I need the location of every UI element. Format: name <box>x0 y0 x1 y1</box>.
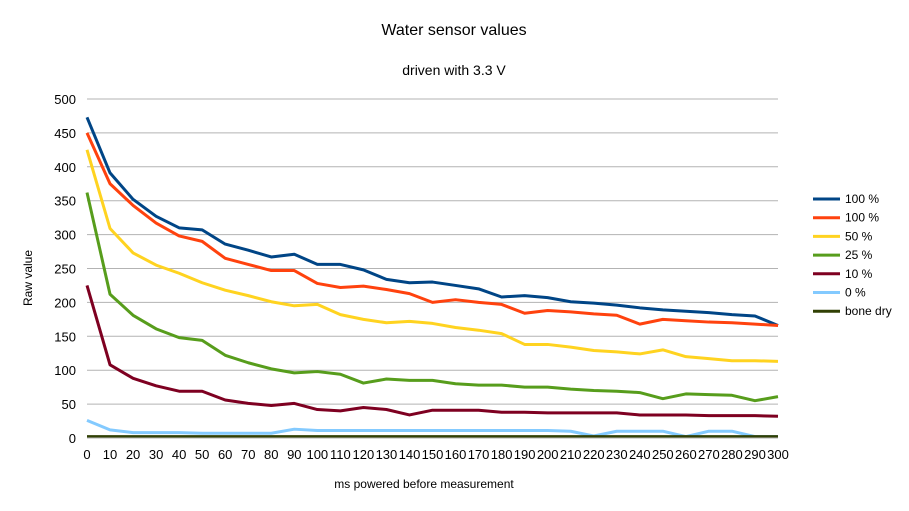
series-line <box>85 149 779 363</box>
x-tick-label: 80 <box>264 447 278 462</box>
x-tick-label: 90 <box>287 447 301 462</box>
x-tick-label: 150 <box>422 447 444 462</box>
legend-label: 100 % <box>845 211 879 225</box>
x-tick-label: 30 <box>149 447 163 462</box>
x-tick-label: 240 <box>629 447 651 462</box>
x-tick-label: 110 <box>330 447 351 462</box>
x-axis-label: ms powered before measurement <box>334 477 514 491</box>
series-line <box>85 192 779 403</box>
series-line <box>85 116 779 327</box>
y-tick-label: 100 <box>54 363 76 378</box>
y-tick-label: 200 <box>54 295 76 310</box>
y-tick-label: 0 <box>69 431 76 446</box>
x-tick-label: 270 <box>698 447 720 462</box>
x-tick-label: 160 <box>445 447 467 462</box>
x-tick-label: 190 <box>514 447 536 462</box>
y-tick-label: 500 <box>54 92 76 107</box>
x-tick-label: 130 <box>376 447 398 462</box>
legend-label: 100 % <box>845 192 879 206</box>
x-tick-label: 120 <box>353 447 375 462</box>
x-tick-label: 280 <box>721 447 743 462</box>
x-tick-label: 50 <box>195 447 209 462</box>
series-line <box>85 132 779 327</box>
legend-label: 50 % <box>845 229 873 243</box>
x-tick-label: 140 <box>399 447 421 462</box>
y-tick-label: 450 <box>54 126 76 141</box>
x-tick-label: 260 <box>675 447 697 462</box>
x-tick-label: 70 <box>241 447 255 462</box>
series-lines <box>85 116 779 439</box>
x-tick-label: 180 <box>491 447 513 462</box>
y-tick-label: 250 <box>54 262 76 277</box>
x-tick-label: 100 <box>306 447 328 462</box>
x-tick-label: 200 <box>537 447 559 462</box>
chart-title: Water sensor values <box>381 22 526 39</box>
x-tick-label: 40 <box>172 447 186 462</box>
y-tick-label: 400 <box>54 160 76 175</box>
x-tick-label: 250 <box>652 447 674 462</box>
x-tick-label: 220 <box>583 447 605 462</box>
series-line <box>86 418 778 439</box>
y-tick-label: 300 <box>54 228 76 243</box>
x-tick-label: 290 <box>744 447 766 462</box>
x-tick-label: 10 <box>103 447 117 462</box>
x-tick-label: 60 <box>218 447 232 462</box>
x-tick-label: 210 <box>560 447 582 462</box>
x-tick-label: 170 <box>468 447 490 462</box>
x-tick-label: 20 <box>126 447 140 462</box>
legend-label: bone dry <box>845 304 892 318</box>
y-axis-label: Raw value <box>21 250 35 306</box>
legend-label: 10 % <box>845 267 873 281</box>
gridlines <box>87 98 778 439</box>
legend-label: 0 % <box>845 286 866 300</box>
legend: 100 % 100 % 50 % 25 % 10 % 0 % bone dry <box>813 192 892 318</box>
chart-subtitle: driven with 3.3 V <box>402 62 506 78</box>
x-tick-label: 230 <box>606 447 628 462</box>
x-axis-ticks: 0 10 20 30 40 50 60 70 80 90 100 110 120 130 140 150 160… <box>83 447 788 462</box>
x-tick-label: 300 <box>767 447 789 462</box>
y-tick-label: 350 <box>54 194 76 209</box>
legend-label: 25 % <box>845 248 873 262</box>
y-tick-label: 50 <box>62 397 76 412</box>
series-line <box>85 285 779 418</box>
y-tick-label: 150 <box>54 329 76 344</box>
x-tick-label: 0 <box>83 447 90 462</box>
y-axis-ticks: 0 50 100 150 200 250 300 350 400 450 500 <box>54 92 76 446</box>
